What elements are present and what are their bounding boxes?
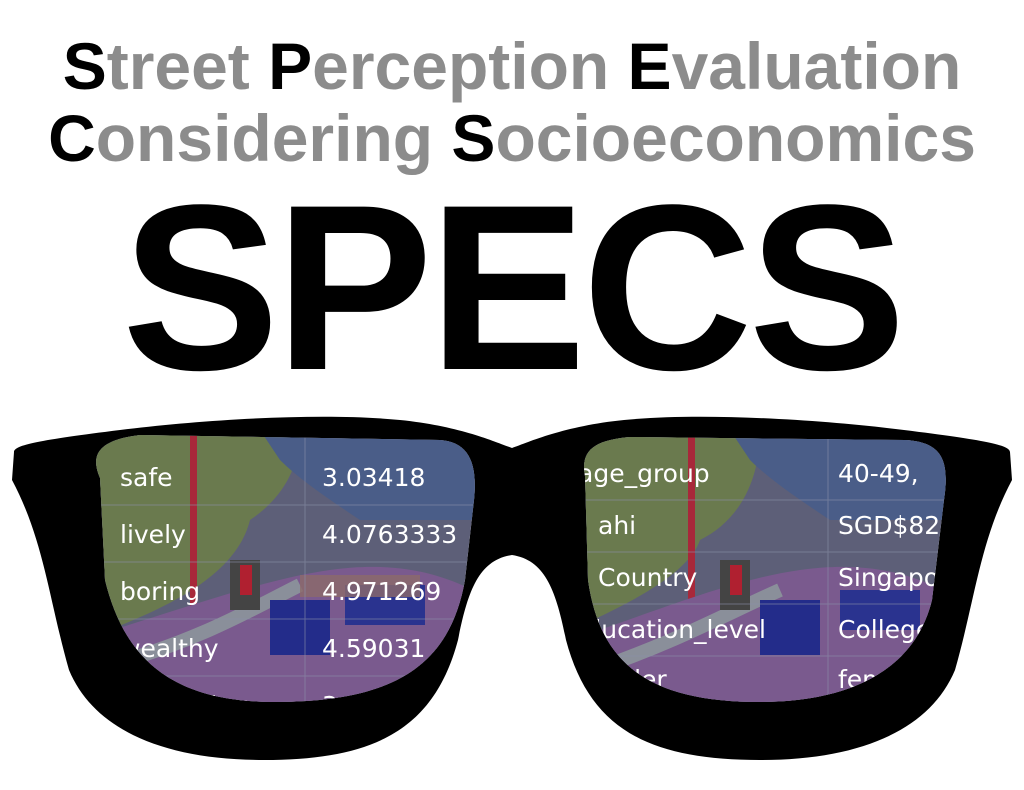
right-lens: age_group 40-49, ahi SGD$82,0 Country Si…: [570, 437, 964, 702]
word-considering: Considering: [48, 101, 452, 175]
left-row-label: lively: [120, 520, 186, 549]
left-lens: safe 3.03418 lively 4.0763333 boring 4.9…: [96, 435, 475, 702]
left-row-value: 4.0763333: [322, 520, 457, 549]
right-row-value: 40-49,: [838, 459, 919, 488]
glasses-frame: [12, 416, 1012, 760]
word-socioeconomics: Socioeconomics: [451, 101, 976, 175]
acronym-title: SPECS: [121, 156, 906, 420]
right-row-label: education_level: [570, 615, 766, 644]
title-line-2: Considering Socioeconomics: [0, 98, 1024, 178]
right-row-label: age_group: [578, 459, 710, 488]
left-row-value: 3.03418: [322, 463, 425, 492]
left-row-label: safe: [120, 463, 173, 492]
right-row-label: Country: [598, 563, 698, 592]
right-row-label: ahi: [598, 511, 636, 540]
word-evaluation: Evaluation: [627, 29, 962, 103]
word-street: Street: [62, 29, 269, 103]
sunglasses-logo: safe 3.03418 lively 4.0763333 boring 4.9…: [12, 416, 1012, 760]
left-row-value: 4.59031: [322, 634, 425, 663]
right-row-value: SGD$82,0: [838, 511, 964, 540]
word-perception: Perception: [268, 29, 628, 103]
left-row-value: 4.971269: [322, 577, 441, 606]
right-row-value: Singapore: [838, 563, 964, 592]
title-line-1: Street Perception Evaluation: [0, 26, 1024, 106]
left-row-label: boring: [120, 577, 200, 606]
